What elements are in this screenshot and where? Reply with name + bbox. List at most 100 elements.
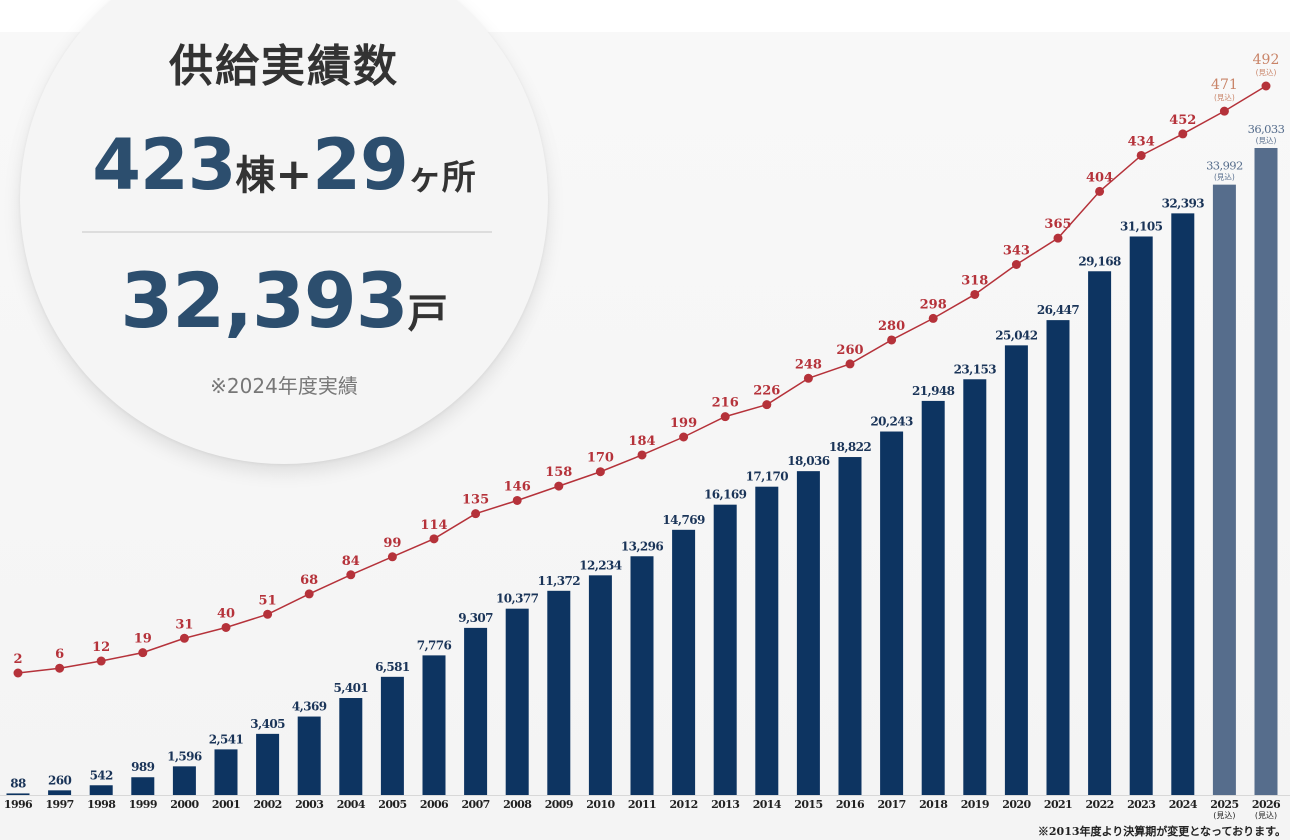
bar-2000 [172, 766, 196, 795]
bar-label-2021: 26,447 [1037, 303, 1080, 317]
units-unit: 戸 [407, 291, 448, 337]
year-label-1998: 1998 [87, 798, 116, 811]
bar-1999 [131, 777, 155, 795]
bar-label-2020: 25,042 [995, 328, 1038, 342]
line-label-2016: 260 [836, 343, 863, 358]
bar-label-2015: 18,036 [787, 454, 830, 468]
summary-title: 供給実績数 [169, 41, 399, 92]
year-label-2013: 2013 [711, 798, 739, 811]
bar-2008 [505, 608, 529, 795]
line-label-2012: 199 [670, 416, 697, 431]
bar-label-1998: 542 [90, 768, 113, 782]
line-label-2009: 158 [545, 465, 572, 480]
bar-label-2024: 32,393 [1162, 196, 1205, 210]
bar-1997 [48, 790, 72, 795]
year-label-2024: 2024 [1169, 798, 1198, 811]
bar-label-1996: 88 [10, 776, 26, 790]
bar-label-2010: 12,234 [579, 558, 622, 572]
line-point-2026 [1261, 81, 1271, 91]
line-point-2009 [554, 481, 564, 491]
bar-label-2004: 5,401 [334, 681, 369, 695]
line-forecast-note-2026: (見込) [1256, 68, 1277, 77]
line-point-2008 [512, 495, 522, 505]
year-label-2004: 2004 [337, 798, 366, 811]
summary-buildings-line: 423棟+29ヶ所 [0, 124, 568, 206]
year-label-2026: 2026 [1252, 798, 1281, 811]
year-label-1996: 1996 [4, 798, 33, 811]
line-point-1996 [13, 668, 23, 678]
bar-label-2016: 18,822 [829, 440, 872, 454]
bar-2017 [880, 431, 904, 795]
year-label-2008: 2008 [503, 798, 532, 811]
line-label-2005: 99 [383, 536, 401, 551]
bar-2013 [713, 504, 737, 795]
line-point-2000 [179, 633, 189, 643]
year-label-2020: 2020 [1002, 798, 1031, 811]
buildings-count: 423 [92, 124, 236, 206]
year-label-2006: 2006 [420, 798, 449, 811]
bar-2023 [1129, 236, 1153, 796]
summary-divider [82, 231, 492, 233]
bar-label-1997: 260 [48, 773, 71, 787]
bar-label-2001: 2,541 [209, 732, 244, 746]
line-point-2020 [1011, 259, 1021, 269]
bar-2005 [380, 676, 404, 795]
year-label-2002: 2002 [253, 798, 281, 811]
year-forecast-note-2025: (見込) [1213, 811, 1235, 820]
buildings-unit: 棟 [235, 153, 276, 199]
bar-label-2023: 31,105 [1120, 219, 1163, 233]
bar-label-2025: 33,992 [1206, 159, 1243, 173]
bar-label-2026: 36,033 [1248, 122, 1285, 136]
bar-2026 [1254, 148, 1278, 795]
line-point-1999 [138, 648, 148, 658]
units-count: 32,393 [120, 256, 408, 345]
bar-2016 [838, 457, 862, 795]
bar-label-2008: 10,377 [496, 592, 539, 606]
year-label-2003: 2003 [295, 798, 323, 811]
line-label-2020: 343 [1003, 243, 1030, 258]
line-point-2015 [803, 373, 813, 383]
bar-2024 [1171, 213, 1195, 795]
line-point-2006 [429, 534, 439, 544]
line-forecast-note-2025: (見込) [1214, 93, 1235, 102]
bar-forecast-note-2025: (見込) [1214, 173, 1235, 182]
bar-label-2022: 29,168 [1078, 254, 1121, 268]
line-label-2023: 434 [1128, 134, 1155, 149]
year-label-2022: 2022 [1085, 798, 1113, 811]
bar-2012 [672, 529, 696, 795]
line-label-2014: 226 [753, 384, 780, 399]
bar-2014 [755, 486, 779, 795]
line-point-2022 [1095, 186, 1105, 196]
year-forecast-note-2026: (見込) [1255, 811, 1277, 820]
line-label-2013: 216 [712, 396, 739, 411]
line-label-2000: 31 [175, 617, 193, 632]
year-label-2007: 2007 [461, 798, 489, 811]
bar-label-2000: 1,596 [167, 749, 202, 763]
bar-label-2011: 13,296 [621, 539, 664, 553]
bar-2004 [339, 698, 363, 795]
bar-2009 [547, 590, 571, 795]
bar-label-2013: 16,169 [704, 488, 747, 502]
line-point-2010 [595, 467, 605, 477]
line-point-1997 [55, 663, 65, 673]
line-label-2019: 318 [961, 273, 988, 288]
bar-2020 [1004, 345, 1028, 795]
bar-label-2012: 14,769 [662, 513, 705, 527]
bar-label-2006: 7,776 [417, 638, 452, 652]
line-point-2013 [720, 412, 730, 422]
line-point-2002 [263, 609, 273, 619]
bar-forecast-note-2026: (見込) [1256, 136, 1277, 145]
bar-label-2009: 11,372 [538, 574, 581, 588]
line-label-2002: 51 [259, 593, 277, 608]
line-label-2018: 298 [920, 297, 947, 312]
bar-label-2018: 21,948 [912, 384, 955, 398]
line-label-2007: 135 [462, 493, 489, 508]
line-label-2011: 184 [628, 434, 655, 449]
year-label-2000: 2000 [170, 798, 199, 811]
line-label-2010: 170 [587, 451, 614, 466]
plus-sign: + [275, 149, 313, 200]
line-label-2015: 248 [795, 357, 822, 372]
bar-label-2017: 20,243 [870, 415, 913, 429]
line-label-2024: 452 [1169, 113, 1196, 128]
